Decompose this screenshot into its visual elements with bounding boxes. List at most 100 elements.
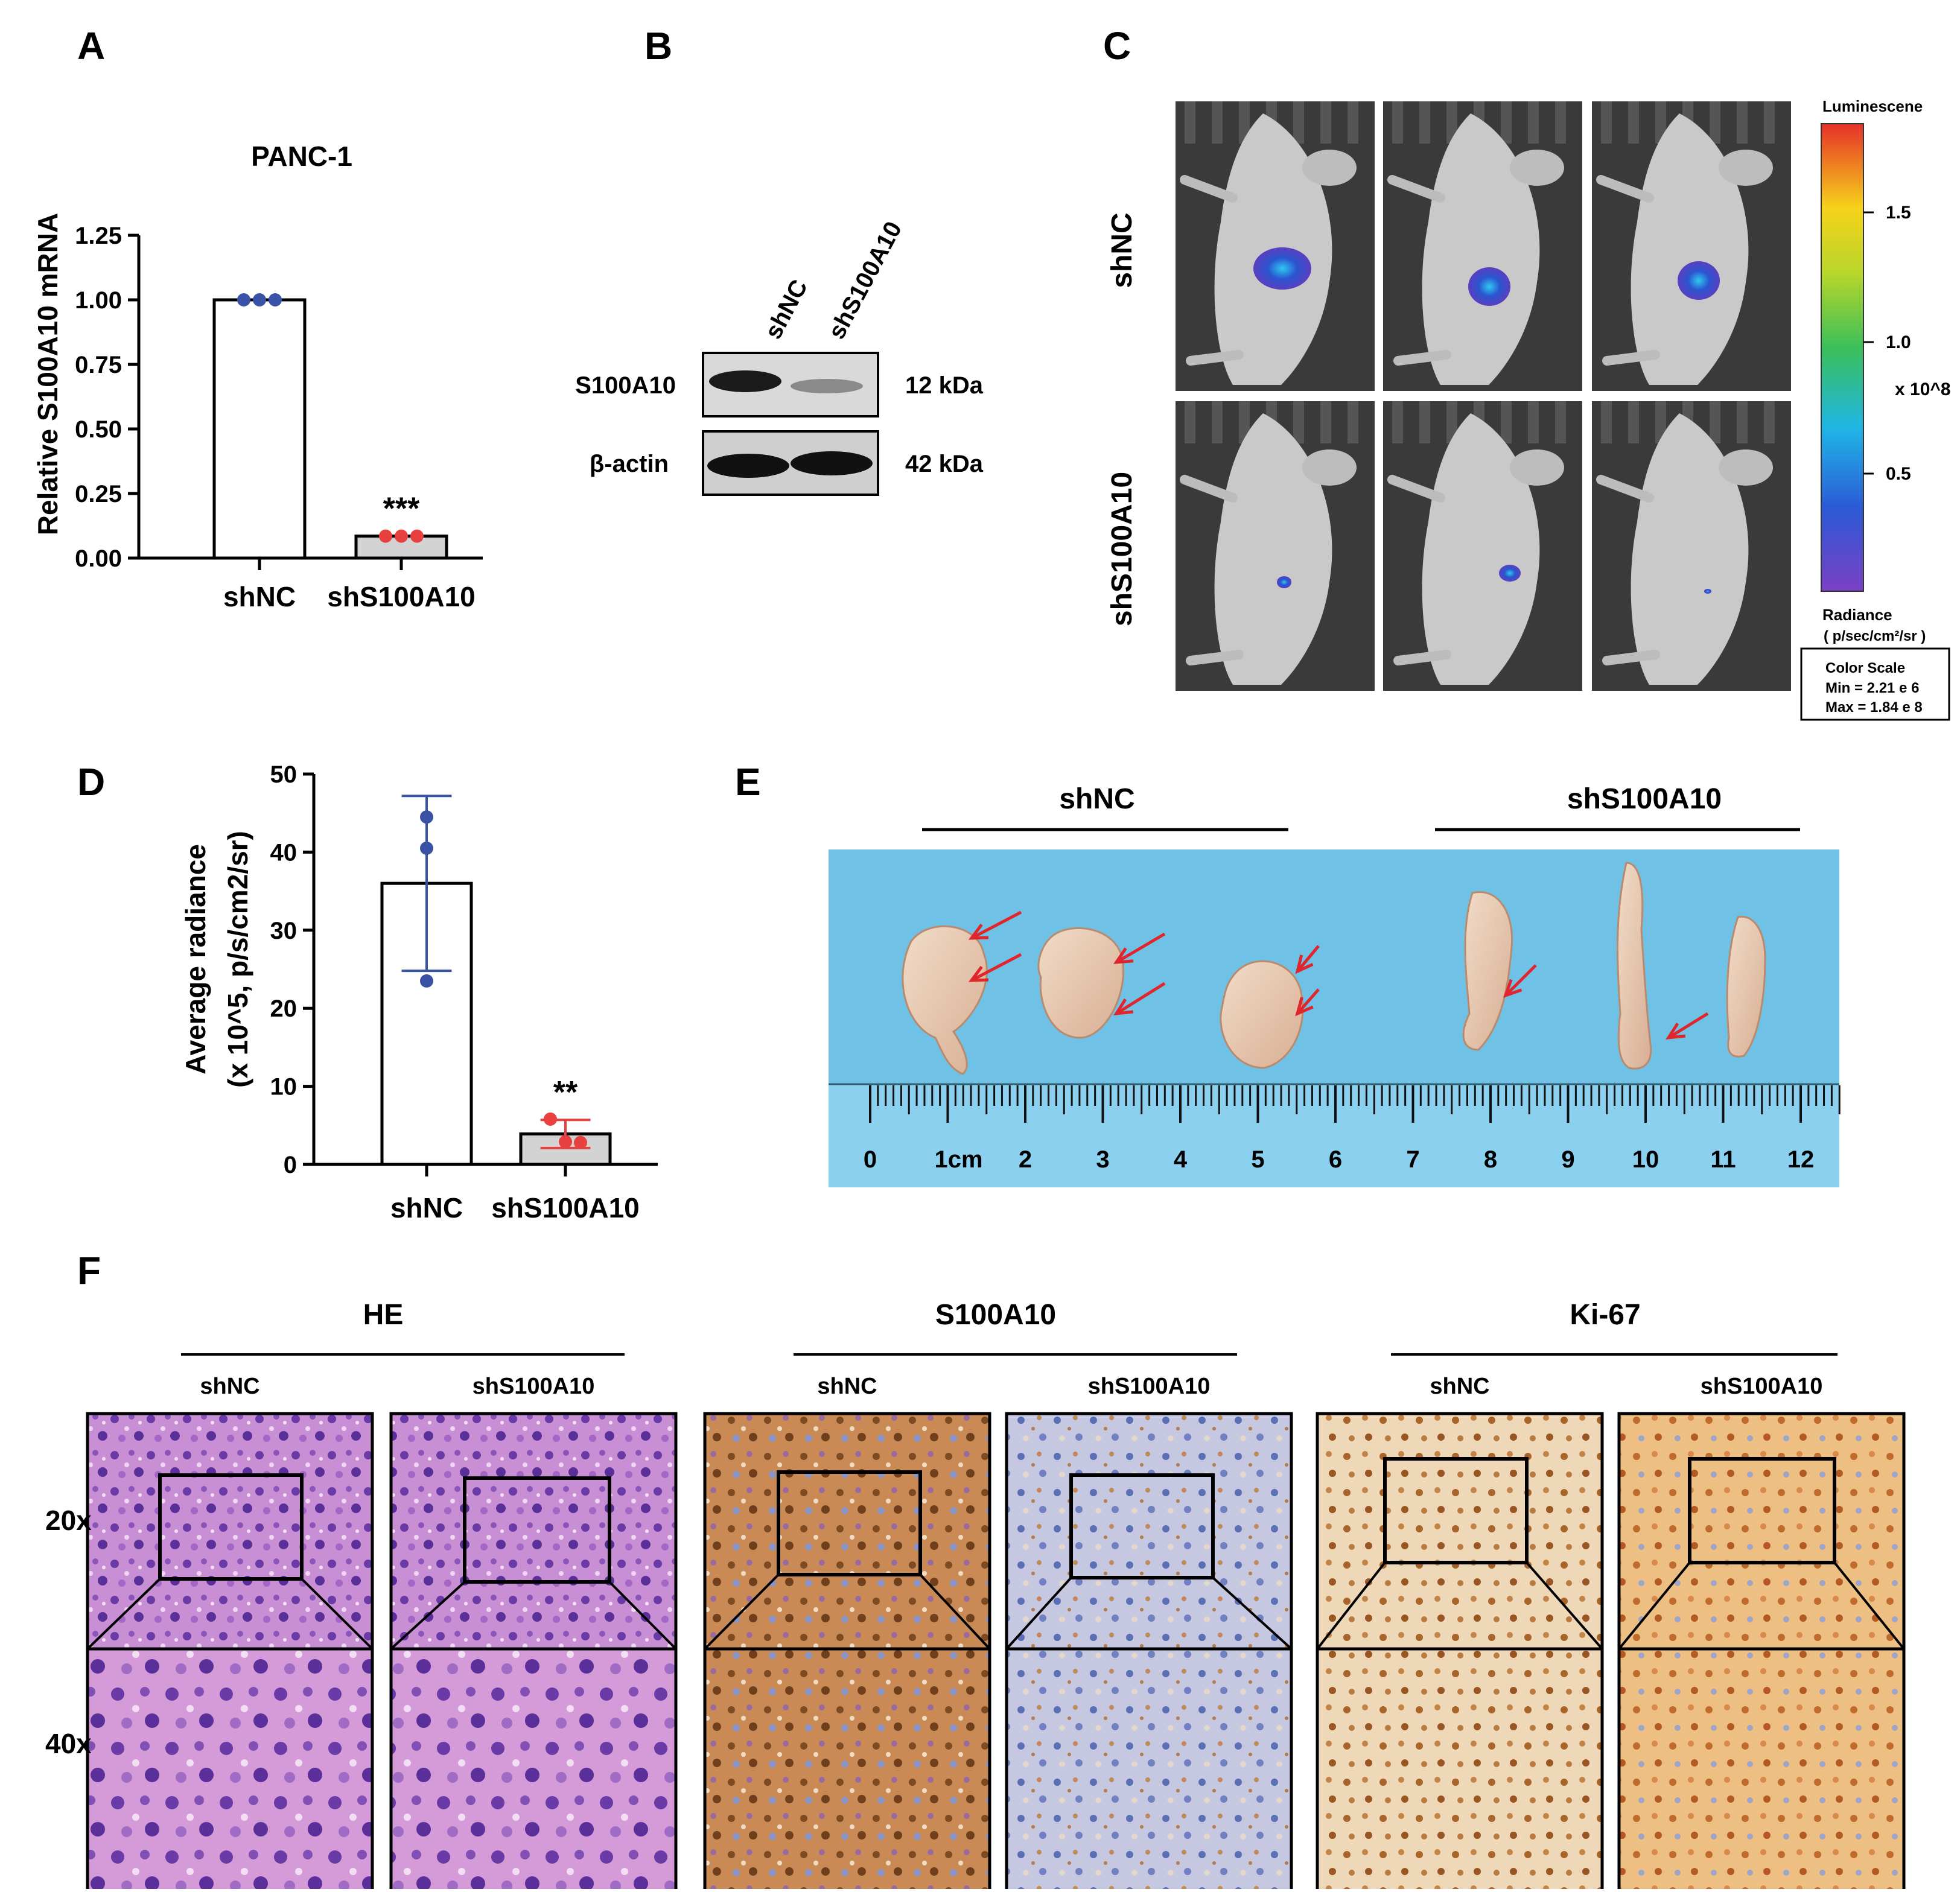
- ruler-label: 5: [1251, 1146, 1264, 1173]
- ruler-label: 4: [1174, 1146, 1188, 1173]
- data-point: [253, 293, 266, 306]
- color-scale-box: [1800, 647, 1950, 721]
- luminescence-signal: [1277, 576, 1291, 588]
- magnification-label: 20x: [45, 1505, 92, 1536]
- mouse-ear: [1302, 449, 1357, 486]
- histology-panel: HE shNC shS100A10 S100A10 shNC shS100A10 Ki-67…: [45, 1299, 1906, 1892]
- data-point: [269, 293, 282, 306]
- stain-label: HE: [363, 1299, 404, 1331]
- chart-a-category-label: shNC: [223, 581, 296, 612]
- blot-lane-label: shNC: [760, 275, 813, 343]
- zoom-region-box: [1069, 1473, 1215, 1579]
- ruler-label: 9: [1561, 1146, 1574, 1173]
- luminescence-signal: [1678, 261, 1720, 300]
- mouse-paw: [1596, 175, 1654, 203]
- chamber-bar: [1212, 101, 1223, 144]
- y-tick-label: 50: [270, 761, 298, 788]
- mouse-paw: [1186, 650, 1244, 665]
- tumor-specimens: [902, 862, 1766, 1075]
- luminescence-signal: [1499, 565, 1521, 582]
- imaging-row-label: shS100A10: [1106, 472, 1138, 626]
- chamber-bar: [1601, 101, 1612, 144]
- western-blot: shNC shS100A10 S100A10 β-actin 12 kDa 42…: [575, 217, 984, 496]
- mouse-ear: [1510, 150, 1564, 186]
- ruler-label: 12: [1787, 1146, 1815, 1173]
- tumor-arrow-head: [1295, 997, 1314, 1017]
- y-tick-label: 1.25: [75, 223, 122, 249]
- magnification-label: 40x: [45, 1728, 92, 1759]
- tumor-group-label: shS100A10: [1567, 783, 1722, 815]
- ruler-label: 7: [1406, 1146, 1419, 1173]
- tumor-arrow: [970, 910, 1022, 940]
- y-tick-label: 40: [270, 839, 298, 866]
- chamber-bar: [1528, 401, 1539, 443]
- tumor-arrow-head: [968, 924, 989, 940]
- histology-group-label: shNC: [200, 1374, 259, 1399]
- tumor-specimen: [1617, 862, 1652, 1070]
- tumor-arrow: [1296, 945, 1320, 973]
- mouse-paw: [1602, 650, 1660, 665]
- mouse-ear: [1510, 449, 1564, 486]
- chamber-bar: [1555, 101, 1566, 144]
- chamber-bar: [1293, 101, 1304, 144]
- blot-lane-label: shS100A10: [823, 217, 907, 343]
- histology-20x-image: [389, 1412, 678, 1690]
- zoom-connector: [1618, 1561, 1691, 1650]
- chamber-bar: [1501, 401, 1512, 443]
- chamber-bar: [1446, 101, 1457, 144]
- ruler-label: 11: [1710, 1146, 1736, 1173]
- mouse-silhouette: [1422, 413, 1540, 685]
- tumor-arrow: [1504, 964, 1537, 997]
- chamber-bar: [1710, 101, 1720, 144]
- mouse-silhouette: [1214, 413, 1332, 685]
- mouse-paw: [1393, 350, 1451, 366]
- tumor-arrow-head: [968, 966, 989, 982]
- chart-a: PANC-1 Relative S100A10 mRNA 0.00 0.25 0.5…: [32, 141, 483, 612]
- chamber-bar: [1239, 101, 1250, 144]
- panel-label-b: B: [644, 24, 672, 68]
- chart-a-title: PANC-1: [251, 141, 352, 172]
- tumor-arrow: [970, 953, 1022, 982]
- mouse-ear: [1719, 150, 1773, 186]
- blot-band: [707, 454, 789, 478]
- blot-size-label: 12 kDa: [905, 372, 984, 399]
- blot-protein-label: β-actin: [590, 451, 669, 477]
- zoom-connector: [704, 1573, 780, 1650]
- chart-d-significance: **: [553, 1075, 578, 1110]
- y-tick-label: 0: [284, 1152, 297, 1178]
- chamber-bar: [1528, 101, 1539, 144]
- zoom-region-box: [158, 1473, 304, 1581]
- y-tick-label: 30: [270, 918, 298, 944]
- panel-label-e: E: [735, 760, 761, 804]
- zoom-region-box: [463, 1476, 611, 1584]
- zoom-region-box: [1383, 1457, 1529, 1564]
- tumor-group-label: shNC: [1059, 783, 1134, 815]
- luminescence-signal: [1468, 267, 1510, 306]
- chamber-bar: [1320, 101, 1331, 144]
- zoom-connector: [1212, 1576, 1293, 1650]
- data-point: [395, 529, 408, 543]
- data-point: [559, 1135, 572, 1149]
- chamber-bar: [1212, 401, 1223, 443]
- tumor-arrow: [1296, 988, 1320, 1015]
- chart-a-marks: [212, 293, 448, 560]
- chamber-bar: [1764, 401, 1775, 443]
- zoom-connector: [301, 1578, 374, 1650]
- ruler-label: 6: [1329, 1146, 1342, 1173]
- chamber-bar: [1628, 401, 1639, 443]
- data-point: [544, 1112, 557, 1126]
- tumor-arrow-head: [1503, 979, 1522, 998]
- ruler-label: 8: [1484, 1146, 1497, 1173]
- colorbar-tick: 1.5: [1886, 203, 1911, 223]
- histology-20x-image: [86, 1412, 374, 1690]
- histology-group-label: shS100A10: [1088, 1374, 1211, 1399]
- tumor-arrow: [1115, 982, 1166, 1015]
- chamber-bar: [1737, 101, 1748, 144]
- mouse-silhouette: [1422, 113, 1540, 385]
- colorbar-tick: 0.5: [1886, 464, 1911, 484]
- y-tick-label: 1.00: [75, 287, 122, 314]
- chart-d-ylabel-line2: (x 10^5, p/s/cm2/sr): [222, 831, 253, 1088]
- zoom-connector: [919, 1573, 991, 1650]
- y-tick-label: 0.75: [75, 352, 122, 378]
